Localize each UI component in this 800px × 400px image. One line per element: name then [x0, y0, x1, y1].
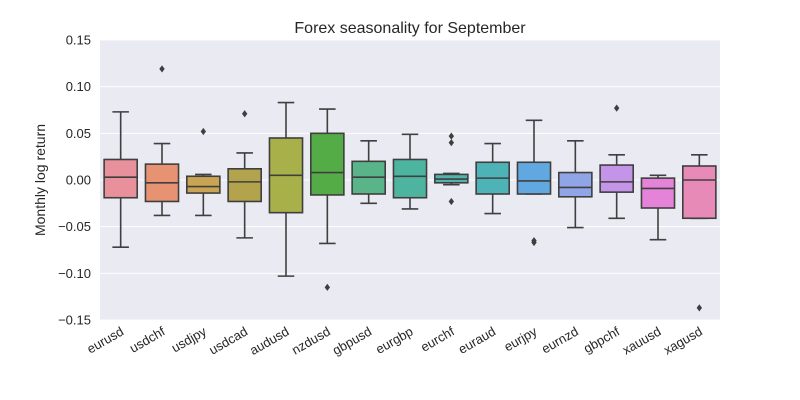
- outlier-point: [448, 197, 455, 206]
- outlier-point: [200, 127, 207, 136]
- y-axis-ticks: −0.15 −0.10 −0.05 0.00 0.05 0.10 0.15: [58, 33, 91, 328]
- box-xagusd: [681, 154, 717, 312]
- outlier-point: [613, 104, 620, 112]
- iqr-box: [681, 165, 717, 220]
- box-audusd: [268, 101, 304, 277]
- box-xauusd: [640, 174, 676, 241]
- y-tick-label: −0.10: [58, 266, 91, 281]
- iqr-box: [309, 132, 345, 196]
- outlier-point: [448, 139, 455, 147]
- outlier-point: [159, 65, 165, 73]
- box-eurusd: [103, 111, 138, 248]
- chart-title: Forex seasonality for September: [294, 20, 526, 37]
- boxes: [103, 65, 717, 312]
- y-tick-label: −0.15: [58, 313, 91, 328]
- box-eurchf: [433, 132, 469, 206]
- iqr-box: [640, 177, 676, 209]
- outlier-point: [696, 304, 703, 312]
- outlier-point: [324, 283, 331, 291]
- iqr-box: [227, 168, 262, 203]
- box-gbpchf: [599, 104, 635, 220]
- iqr-box: [392, 158, 428, 199]
- box-usdjpy: [186, 127, 221, 217]
- box-eurnzd: [557, 140, 593, 229]
- y-tick-label: 0.05: [66, 126, 91, 141]
- y-tick-label: 0.15: [66, 33, 91, 48]
- box-euraud: [475, 142, 510, 215]
- box-gbpusd: [351, 140, 386, 205]
- iqr-box: [557, 171, 593, 198]
- y-axis-label: Monthly log return: [32, 124, 48, 236]
- y-tick-label: 0.00: [66, 173, 91, 188]
- iqr-box: [516, 161, 552, 195]
- y-tick-label: 0.10: [66, 79, 91, 94]
- y-tick-label: −0.05: [58, 219, 91, 234]
- outlier-point: [448, 132, 455, 140]
- box-eurjpy: [516, 119, 552, 247]
- box-usdcad: [227, 110, 262, 239]
- outlier-point: [531, 238, 537, 247]
- iqr-box: [599, 164, 635, 193]
- iqr-box: [103, 158, 138, 199]
- box-eurgbp: [392, 133, 428, 210]
- box-usdchf: [144, 65, 180, 217]
- box-nzdusd: [309, 108, 345, 291]
- outlier-point: [241, 110, 248, 118]
- iqr-box: [186, 175, 221, 194]
